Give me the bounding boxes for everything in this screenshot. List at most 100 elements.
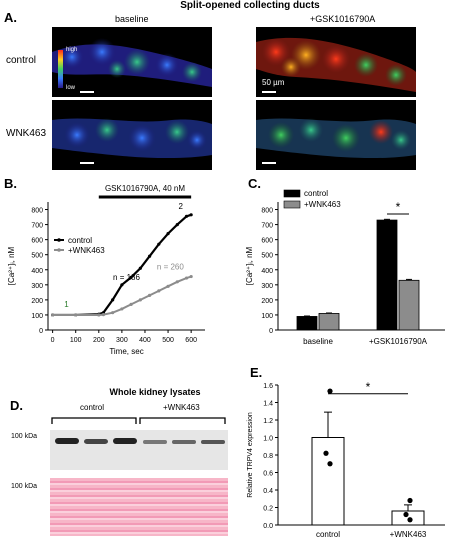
- blot-band: [84, 439, 108, 444]
- y-tick-label: 700: [261, 223, 273, 230]
- x-tick-label: 200: [93, 337, 105, 344]
- y-tick-label: 0: [269, 328, 273, 335]
- data-point: [166, 284, 170, 288]
- colorbar: [58, 50, 63, 88]
- image-control-gsk: [256, 27, 416, 97]
- y-tick-label: 0.0: [263, 523, 273, 530]
- data-point: [157, 242, 161, 246]
- blot-group-control: control: [80, 403, 105, 412]
- panel-c-letter: C.: [248, 176, 261, 191]
- x-tick-label: 400: [139, 337, 151, 344]
- panel-d-title: Whole kidney lysates: [109, 387, 201, 397]
- bar: [398, 279, 420, 331]
- x-tick-label: 100: [70, 337, 82, 344]
- data-point: [120, 283, 124, 287]
- legend-swatch: [283, 200, 301, 209]
- data-point: [407, 517, 413, 523]
- image-wnk463-baseline: [52, 100, 212, 170]
- blot-band: [113, 438, 137, 444]
- x-category-label: +GSK1016790A: [369, 337, 428, 346]
- legend-marker: [57, 248, 61, 252]
- y-tick-label: 0: [39, 328, 43, 335]
- x-tick-label: 300: [116, 337, 128, 344]
- mw-marker-top: 100 kDa: [11, 433, 38, 440]
- data-point: [184, 276, 189, 280]
- scale-bar: [262, 162, 276, 164]
- blot-band: [143, 440, 167, 444]
- data-point: [111, 298, 115, 302]
- y-tick-label: 0.4: [263, 488, 273, 495]
- data-point: [129, 302, 133, 306]
- data-point: [157, 289, 161, 293]
- y-tick-label: 500: [31, 253, 43, 260]
- bar: [318, 313, 340, 331]
- row-label-wnk463: WNK463: [6, 128, 47, 139]
- blot-group-brackets: [51, 417, 226, 424]
- y-tick-label: 1.0: [263, 436, 273, 443]
- y-tick-label: 100: [261, 313, 273, 320]
- data-point: [101, 313, 106, 317]
- data-point: [407, 497, 413, 504]
- legend-swatch: [283, 189, 301, 198]
- bar: [311, 437, 345, 526]
- y-tick-label: 0.2: [263, 506, 273, 513]
- y-tick-label: 0.8: [263, 453, 273, 460]
- panel-a-letter: A.: [4, 10, 17, 25]
- bar: [376, 219, 398, 331]
- y-tick-label: 500: [261, 253, 273, 260]
- data-point: [189, 213, 193, 217]
- blot-band: [55, 438, 79, 444]
- image-wnk463-gsk: [256, 100, 416, 170]
- y-tick-label: 1.2: [263, 418, 273, 425]
- blot-group-wnk463: +WNK463: [163, 403, 200, 412]
- legend-label: control: [68, 236, 92, 245]
- mw-marker-bottom: 100 kDa: [11, 483, 38, 490]
- x-tick-label: 600: [185, 337, 197, 344]
- data-point: [175, 222, 179, 227]
- timepoint-1-label: 1: [64, 300, 69, 309]
- x-category-label: control: [316, 530, 340, 539]
- y-tick-label: 800: [31, 208, 43, 215]
- y-tick-label: 600: [31, 238, 43, 245]
- y-tick-label: 200: [31, 298, 43, 305]
- y-tick-label: 100: [31, 313, 43, 320]
- x-axis-title: Time, sec: [109, 347, 143, 356]
- legend-label: +WNK463: [68, 246, 105, 255]
- data-point: [147, 293, 152, 297]
- panel-b-line-chart: 0 100 200 300 400 500 600 700 800 0 100 200 300 400 50…: [7, 184, 205, 356]
- western-blot: [50, 430, 228, 470]
- panel-a-title: Split-opened collecting ducts: [180, 0, 320, 11]
- row-label-control: control: [6, 55, 37, 66]
- significance-star: *: [366, 380, 371, 394]
- y-tick-label: 400: [31, 268, 43, 275]
- data-point: [175, 280, 179, 284]
- data-point: [120, 307, 124, 311]
- blot-band: [172, 440, 196, 444]
- y-tick-label: 700: [31, 223, 43, 230]
- colorbar-high-label: high: [66, 47, 78, 53]
- colorbar-low-label: low: [66, 85, 76, 91]
- x-tick-label: 0: [51, 337, 55, 344]
- scale-bar: [262, 91, 276, 93]
- bracket-control: [51, 417, 137, 424]
- data-point: [111, 311, 115, 315]
- panel-e-letter: E.: [250, 365, 263, 380]
- image-wnk463-baseline-art: [52, 118, 212, 159]
- data-point: [97, 313, 101, 317]
- data-point: [189, 274, 193, 279]
- n-control-label: n = 186: [113, 273, 140, 282]
- panel-c-bar-chart: 0 100 200 300 400 500 600 700 800 [Ca²⁺]ᵢ, nM base…: [245, 189, 445, 346]
- blot-band: [201, 440, 225, 444]
- scale-bar: [80, 91, 94, 93]
- data-point: [327, 388, 333, 394]
- timepoint-2-label: 2: [179, 202, 184, 211]
- legend-label: +WNK463: [304, 200, 341, 209]
- data-point: [147, 254, 152, 258]
- n-wnk463-label: n = 260: [157, 262, 184, 271]
- bracket-wnk463: [139, 417, 226, 424]
- y-axis-title: [Ca²⁺]ᵢ, nM: [245, 246, 254, 285]
- y-tick-label: 800: [261, 208, 273, 215]
- ponceau-stain: [50, 478, 228, 536]
- western-blot-bands: [55, 438, 225, 444]
- significance-star: *: [396, 200, 401, 214]
